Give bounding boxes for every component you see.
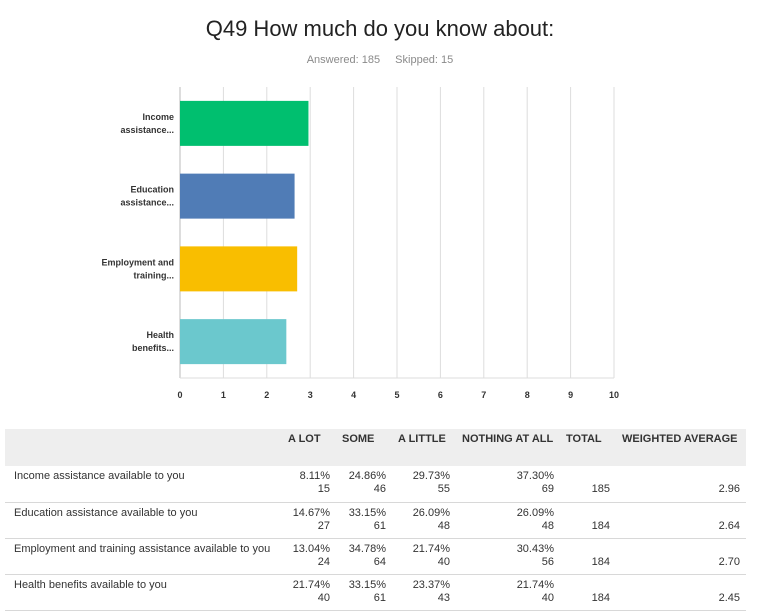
skipped-count: Skipped: 15 [395,54,454,66]
bar [180,319,287,365]
row-label: Health benefits available to you [5,574,282,611]
row-label: Income assistance available to you [5,466,282,503]
table-row: Education assistance available to you 14… [5,502,746,539]
category-label: Health benefits... [132,330,174,353]
chart-bars [180,100,309,365]
cell-a-lot: 8.11% 15 [282,466,336,503]
row-label: Employment and training assistance avail… [5,538,282,575]
x-tick-label: 1 [221,390,226,400]
cell-total: 184 [560,574,616,611]
cell-total: 185 [560,466,616,503]
x-tick-label: 5 [394,390,399,400]
table-row: Health benefits available to you 21.74% 4… [5,574,746,611]
cell-weighted-average: 2.70 [616,538,746,575]
cell-a-lot: 14.67% 27 [282,502,336,539]
bar [180,173,295,219]
bar [180,246,298,292]
table-row: Employment and training assistance avail… [5,538,746,575]
chart-title: Q49 How much do you know about: [205,16,555,41]
x-tick-label: 2 [264,390,269,400]
response-summary: Answered: 185 Skipped: 15 [0,54,760,66]
cell-weighted-average: 2.45 [616,574,746,611]
category-label: Income assistance... [120,112,174,135]
answered-count: Answered: 185 [306,54,381,66]
x-tick-label: 0 [177,390,182,400]
cell-a-little: 21.74% 40 [392,538,456,575]
cell-total: 184 [560,538,616,575]
x-tick-label: 7 [481,390,486,400]
table-row: Income assistance available to you 8.11%… [5,466,746,503]
cell-some: 24.86% 46 [336,466,392,503]
x-tick-label: 9 [568,390,573,400]
cell-weighted-average: 2.96 [616,466,746,503]
table-header-row: A LOT SOME A LITTLE NOTHING AT ALL TOTAL… [5,429,746,466]
x-tick-label: 10 [609,390,619,400]
x-tick-label: 8 [525,390,530,400]
header-some: SOME [342,433,375,445]
bar [180,100,309,146]
cell-a-lot: 21.74% 40 [282,574,336,611]
cell-some: 34.78% 64 [336,538,392,575]
header-a-lot: A LOT [288,433,321,445]
cell-weighted-average: 2.64 [616,502,746,539]
cell-nothing-at-all: 30.43% 56 [456,538,560,575]
header-label [5,429,282,466]
cell-nothing-at-all: 21.74% 40 [456,574,560,611]
x-axis-ticks: 0 1 2 3 4 5 6 7 8 9 10 [177,390,619,400]
category-labels: Income assistance... Education assistance..… [101,112,174,353]
x-tick-label: 6 [438,390,443,400]
header-a-little: A LITTLE [398,433,446,445]
cell-total: 184 [560,502,616,539]
cell-a-little: 23.37% 43 [392,574,456,611]
cell-a-little: 29.73% 55 [392,466,456,503]
row-label: Education assistance available to you [5,502,282,539]
bar-chart: Income assistance... Education assistance..… [101,87,619,400]
category-label: Education assistance... [120,185,174,208]
cell-nothing-at-all: 26.09% 48 [456,502,560,539]
header-nothing-at-all: NOTHING AT ALL [462,433,554,445]
x-tick-label: 3 [308,390,313,400]
cell-nothing-at-all: 37.30% 69 [456,466,560,503]
cell-some: 33.15% 61 [336,502,392,539]
x-tick-label: 4 [351,390,356,400]
header-total: TOTAL [566,433,602,445]
cell-some: 33.15% 61 [336,574,392,611]
header-weighted-average: WEIGHTED AVERAGE [622,433,738,445]
category-label: Employment and training... [101,257,174,280]
cell-a-little: 26.09% 48 [392,502,456,539]
cell-a-lot: 13.04% 24 [282,538,336,575]
results-table: A LOT SOME A LITTLE NOTHING AT ALL TOTAL… [5,429,746,611]
